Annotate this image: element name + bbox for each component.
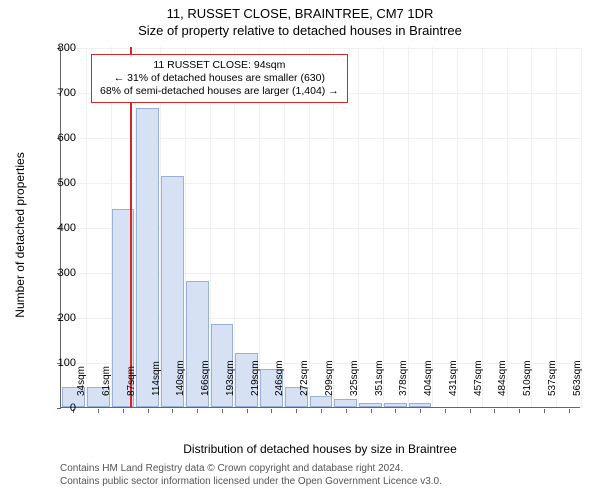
x-tick-label: 404sqm	[423, 360, 434, 396]
annotation-line-2: ← 31% of detached houses are smaller (63…	[100, 72, 339, 85]
x-tick-label: 219sqm	[250, 360, 261, 396]
annotation-line-1: 11 RUSSET CLOSE: 94sqm	[100, 59, 339, 72]
x-tick-mark	[123, 409, 124, 413]
gridline-v	[482, 47, 483, 407]
chart-container: 11, RUSSET CLOSE, BRAINTREE, CM7 1DR Siz…	[0, 0, 600, 500]
footer: Contains HM Land Registry data © Crown c…	[60, 462, 580, 488]
plot-area: 11 RUSSET CLOSE: 94sqm ← 31% of detached…	[60, 48, 580, 408]
x-tick-label: 378sqm	[398, 360, 409, 396]
histogram-bar	[359, 403, 382, 408]
x-tick-mark	[519, 409, 520, 413]
x-tick-label: 537sqm	[547, 360, 558, 396]
title-line-1: 11, RUSSET CLOSE, BRAINTREE, CM7 1DR	[0, 0, 600, 21]
x-tick-label: 114sqm	[151, 361, 162, 396]
y-tick-label: 400	[46, 222, 76, 234]
x-tick-mark	[271, 409, 272, 413]
x-tick-mark	[346, 409, 347, 413]
y-axis-label: Number of detached properties	[13, 85, 27, 385]
annotation-line-3: 68% of semi-detached houses are larger (…	[100, 85, 339, 98]
x-tick-label: 87sqm	[126, 366, 137, 396]
x-tick-mark	[544, 409, 545, 413]
x-tick-mark	[222, 409, 223, 413]
x-tick-mark	[445, 409, 446, 413]
gridline-v	[432, 47, 433, 407]
gridline-v	[507, 47, 508, 407]
y-tick-label: 600	[46, 132, 76, 144]
x-tick-mark	[395, 409, 396, 413]
histogram-bar	[310, 396, 333, 407]
y-tick-label: 300	[46, 267, 76, 279]
y-tick-label: 700	[46, 87, 76, 99]
x-tick-mark	[470, 409, 471, 413]
x-tick-mark	[172, 409, 173, 413]
x-tick-label: 325sqm	[349, 360, 360, 396]
x-tick-label: 299sqm	[324, 360, 335, 396]
annotation-box: 11 RUSSET CLOSE: 94sqm ← 31% of detached…	[91, 54, 348, 103]
x-tick-mark	[494, 409, 495, 413]
x-tick-label: 166sqm	[200, 360, 211, 396]
footer-line-2: Contains public sector information licen…	[60, 475, 580, 488]
x-tick-label: 140sqm	[175, 360, 186, 396]
gridline-v	[581, 47, 582, 407]
x-tick-label: 351sqm	[374, 360, 385, 396]
title-line-2: Size of property relative to detached ho…	[0, 21, 600, 38]
y-tick-label: 200	[46, 312, 76, 324]
gridline-h	[61, 48, 581, 49]
x-axis-label: Distribution of detached houses by size …	[60, 442, 580, 456]
histogram-bar	[409, 403, 432, 407]
x-tick-label: 193sqm	[225, 360, 236, 396]
gridline-v	[531, 47, 532, 407]
x-tick-mark	[197, 409, 198, 413]
x-tick-mark	[420, 409, 421, 413]
x-tick-mark	[569, 409, 570, 413]
y-axis-label-wrap: Number of detached properties	[0, 48, 16, 408]
gridline-v	[457, 47, 458, 407]
gridline-v	[358, 47, 359, 407]
y-tick-label: 100	[46, 357, 76, 369]
x-tick-label: 246sqm	[274, 360, 285, 396]
x-tick-label: 457sqm	[473, 360, 484, 396]
x-tick-label: 34sqm	[76, 366, 87, 396]
gridline-v	[86, 47, 87, 407]
footer-line-1: Contains HM Land Registry data © Crown c…	[60, 462, 580, 475]
gridline-v	[408, 47, 409, 407]
x-tick-mark	[296, 409, 297, 413]
y-tick-label: 0	[46, 402, 76, 414]
x-tick-mark	[371, 409, 372, 413]
x-tick-label: 61sqm	[101, 366, 112, 396]
x-tick-label: 484sqm	[497, 360, 508, 396]
x-tick-label: 431sqm	[448, 360, 459, 396]
x-tick-mark	[148, 409, 149, 413]
y-tick-label: 500	[46, 177, 76, 189]
x-tick-mark	[321, 409, 322, 413]
y-tick-label: 800	[46, 42, 76, 54]
histogram-bar	[384, 403, 407, 408]
histogram-bar	[334, 399, 357, 407]
x-tick-label: 272sqm	[299, 360, 310, 396]
gridline-v	[383, 47, 384, 407]
x-tick-label: 563sqm	[572, 360, 583, 396]
gridline-v	[556, 47, 557, 407]
x-tick-label: 510sqm	[522, 360, 533, 396]
x-tick-mark	[247, 409, 248, 413]
x-tick-mark	[98, 409, 99, 413]
